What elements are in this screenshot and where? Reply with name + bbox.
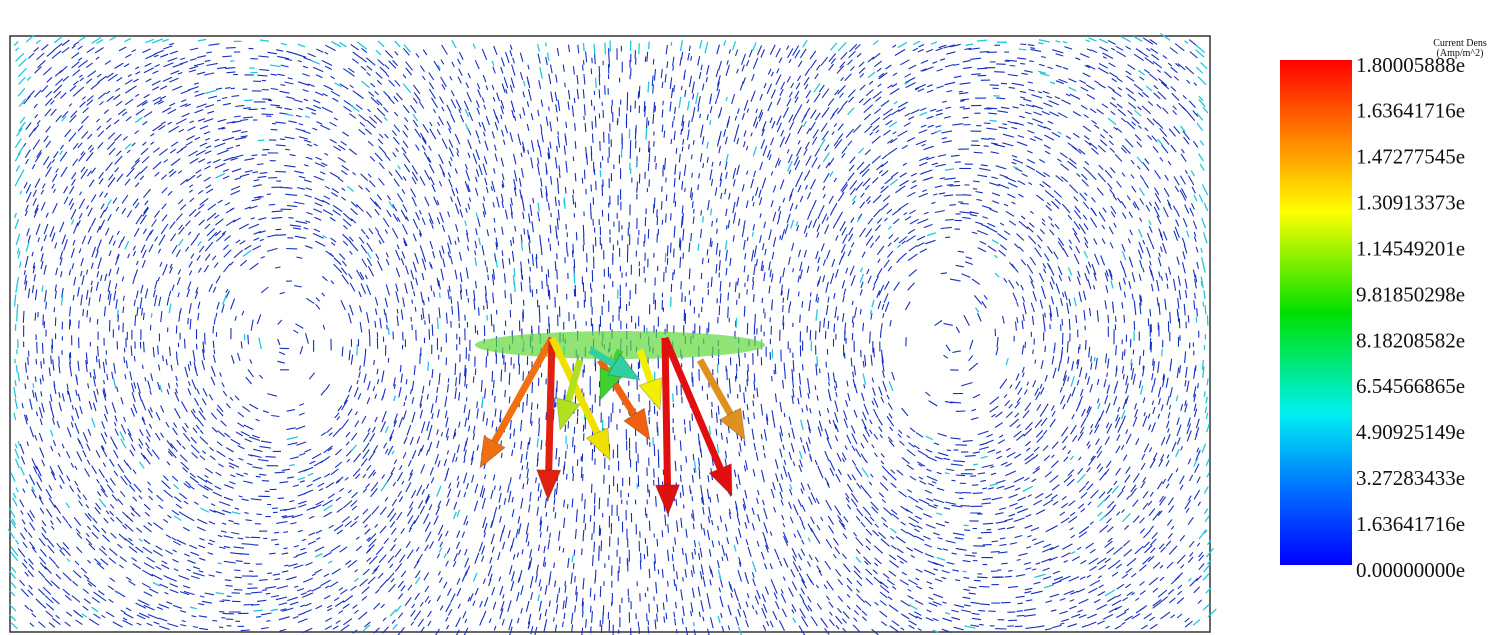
legend-label: 1.14549201e [1356,236,1465,260]
arrow-shaft [549,338,552,470]
legend-label: 3.27283433e [1356,466,1465,490]
legend-label: 1.63641716e [1356,99,1465,123]
legend-label: 4.90925149e [1356,420,1465,444]
legend-label: 0.00000000e [1356,558,1465,582]
legend-label: 1.47277545e [1356,145,1465,169]
page: Current Dens (Amp/m^2) 1.80005888e1.6364… [0,0,1503,635]
legend-label: 1.80005888e [1356,53,1465,77]
field-view: Current Dens (Amp/m^2) 1.80005888e1.6364… [0,0,1503,635]
color-bar [1280,60,1352,565]
legend-label: 9.81850298e [1356,282,1465,306]
legend-label: 1.63641716e [1356,512,1465,536]
arrow-shaft [665,338,667,485]
legend-labels: 1.80005888e 1.63641716e 1.47277545e 1.30913… [1356,53,1465,582]
legend-label: 6.54566865e [1356,374,1465,398]
legend-label: 1.30913373e [1356,191,1465,215]
legend-label: 8.18208582e [1356,328,1465,352]
